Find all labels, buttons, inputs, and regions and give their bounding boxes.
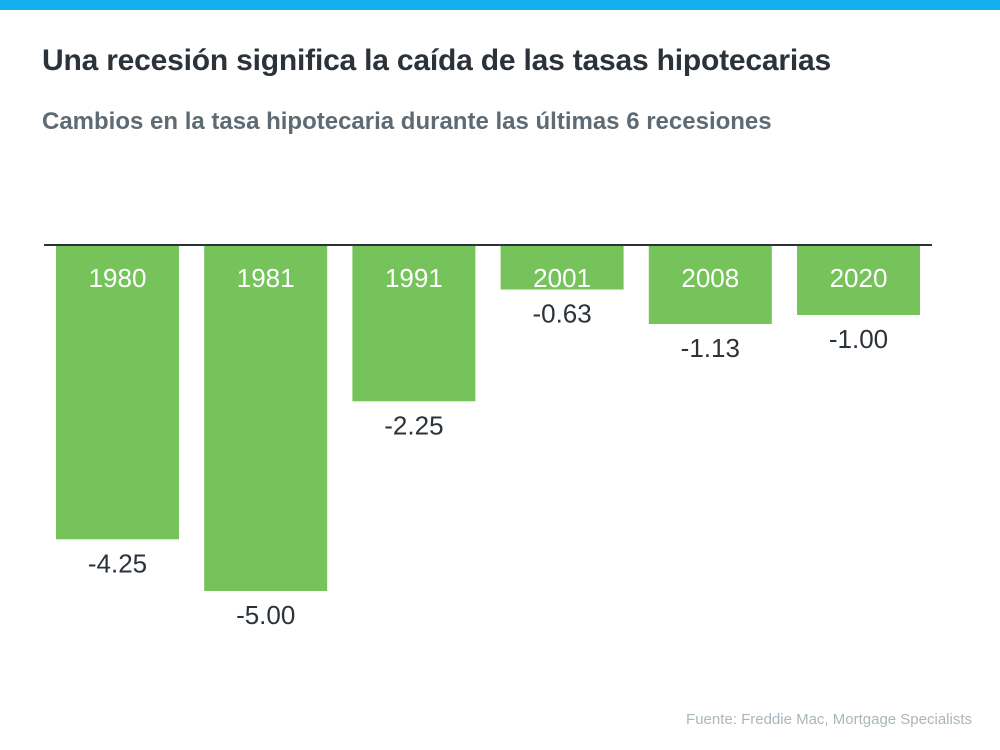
bar-2008 — [648, 246, 772, 324]
category-label-2020: 2020 — [830, 263, 888, 293]
category-label-1981: 1981 — [237, 263, 295, 293]
bar-1991 — [352, 246, 476, 402]
value-label-1991: -2.25 — [384, 410, 443, 440]
category-label-1991: 1991 — [385, 263, 443, 293]
chart-title: Una recesión significa la caída de las t… — [42, 44, 831, 77]
value-label-2008: -1.13 — [681, 333, 740, 363]
bars-group: 1980 -4.25 1981 -5.00 1991 -2.25 2001 -0.63 2008… — [56, 246, 920, 630]
top-accent-bar — [0, 0, 1000, 10]
value-label-2001: -0.63 — [532, 299, 591, 329]
bar-1980 — [56, 246, 179, 540]
category-label-2001: 2001 — [533, 263, 591, 293]
bar-2020 — [797, 246, 920, 315]
category-label-2008: 2008 — [681, 263, 739, 293]
bar-2001 — [500, 246, 624, 290]
category-label-1980: 1980 — [89, 263, 147, 293]
value-label-2020: -1.00 — [829, 324, 888, 354]
source-note: Fuente: Freddie Mac, Mortgage Specialist… — [686, 711, 972, 728]
value-label-1981: -5.00 — [236, 600, 295, 630]
value-label-1980: -4.25 — [88, 548, 147, 578]
chart-subtitle: Cambios en la tasa hipotecaria durante l… — [42, 108, 772, 135]
bar-1981 — [204, 246, 328, 591]
